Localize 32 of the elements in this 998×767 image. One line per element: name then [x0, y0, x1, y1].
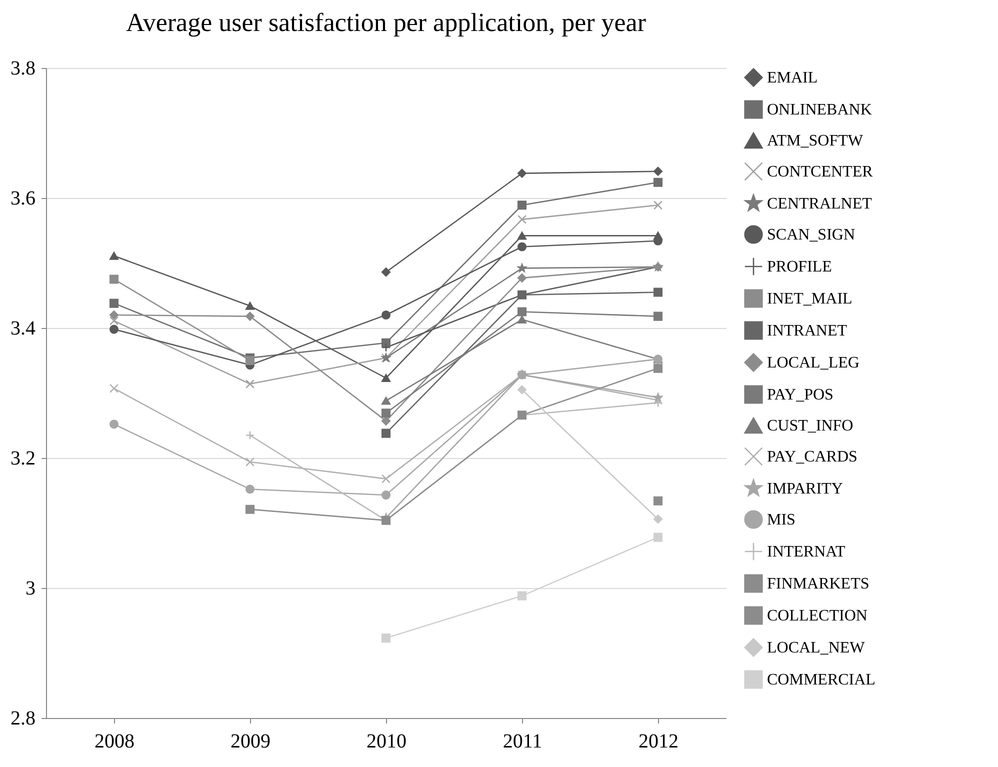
- legend-label: LOCAL_NEW: [767, 640, 866, 656]
- legend-label: EMAIL: [767, 70, 818, 86]
- legend-label: ATM_SOFTW: [767, 132, 864, 150]
- legend-label: SCAN_SIGN: [767, 226, 856, 244]
- y-tick-label: 3.6: [10, 188, 36, 210]
- legend-label: CUST_INFO: [767, 418, 854, 434]
- legend-label: MIS: [767, 512, 796, 528]
- x-tick-label: 2011: [502, 730, 542, 752]
- legend-label: PROFILE: [767, 258, 832, 276]
- legend-label: CENTRALNET: [767, 196, 872, 212]
- x-tick-label: 2008: [94, 730, 134, 752]
- legend-label: PAY_POS: [767, 386, 834, 404]
- y-tick-label: 3: [26, 578, 36, 600]
- legend-label: COLLECTION: [767, 608, 868, 624]
- y-tick-label: 3.4: [10, 318, 36, 340]
- x-tick-label: 2012: [638, 730, 678, 752]
- legend-label: IMPARITY: [767, 480, 844, 498]
- x-tick-label: 2010: [366, 730, 406, 752]
- legend-label: PAY_CARDS: [767, 448, 858, 466]
- chart-title: Average user satisfaction per application, per year: [126, 8, 646, 37]
- x-tick-label: 2009: [230, 730, 270, 752]
- y-tick-label: 3.8: [10, 58, 36, 80]
- legend-label: ONLINEBANK: [767, 102, 872, 118]
- legend-label: CONTCENTER: [767, 164, 874, 180]
- legend-label: FINMARKETS: [767, 576, 870, 592]
- legend-label: INTRANET: [767, 322, 848, 340]
- legend-label: COMMERCIAL: [767, 672, 876, 688]
- legend-label: INTERNAT: [767, 544, 846, 560]
- legend-label: INET_MAIL: [767, 290, 852, 308]
- y-tick-label: 2.8: [10, 708, 36, 730]
- y-tick-label: 3.2: [10, 448, 36, 470]
- legend-label: LOCAL_LEG: [767, 354, 860, 372]
